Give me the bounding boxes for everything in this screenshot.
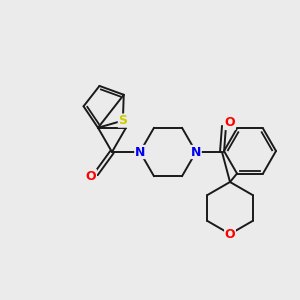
Text: O: O xyxy=(225,227,235,241)
Text: N: N xyxy=(191,146,201,158)
Text: O: O xyxy=(86,169,96,182)
Text: O: O xyxy=(225,116,235,130)
Text: N: N xyxy=(135,146,145,158)
Text: S: S xyxy=(118,114,127,127)
